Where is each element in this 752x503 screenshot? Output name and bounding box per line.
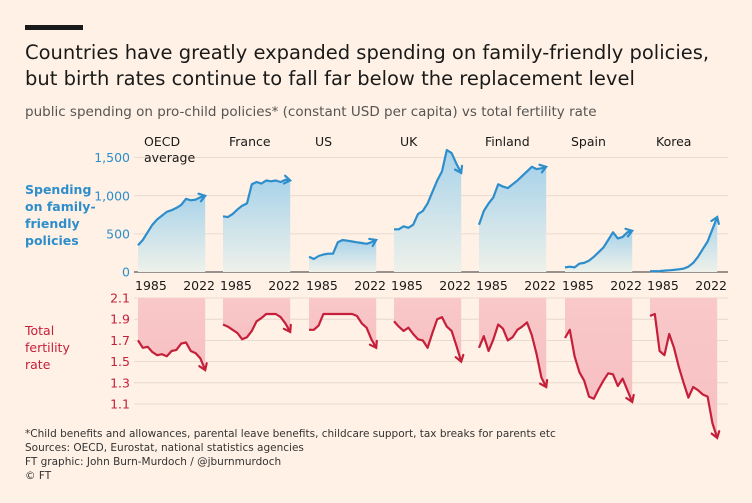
spending-line — [650, 216, 719, 273]
x-tick-label: 1985 — [135, 278, 167, 293]
x-tick-label: 1985 — [391, 278, 423, 293]
spending-area — [138, 195, 206, 272]
ft-accent-bar — [25, 25, 83, 30]
x-tick-label: 2022 — [354, 278, 386, 293]
footer-notes: *Child benefits and allowances, parental… — [25, 427, 556, 483]
fertility-row-label: Total fertility rate — [25, 322, 105, 373]
spending-area — [309, 240, 377, 272]
panel-title: Korea — [656, 134, 691, 149]
fertility-arrow — [539, 379, 549, 389]
fertility-area — [565, 298, 633, 402]
copyright: © FT — [25, 470, 52, 482]
spending-tick-label: 500 — [106, 226, 130, 241]
spending-area — [479, 166, 547, 272]
spending-line — [564, 229, 633, 269]
fertility-label-line: rate — [25, 357, 51, 372]
panel-title: Finland — [485, 134, 530, 149]
x-tick-label: 2022 — [439, 278, 471, 293]
x-tick-label: 2022 — [695, 278, 727, 293]
spending-label-line: friendly — [25, 216, 80, 231]
spending-arrow — [710, 215, 720, 225]
fertility-label-line: fertility — [25, 340, 70, 355]
fertility-line — [564, 328, 634, 403]
panel-title: US — [315, 134, 332, 149]
spending-tick-label: 1,500 — [94, 150, 130, 165]
spending-arrow — [197, 192, 208, 203]
spending-area — [223, 179, 291, 272]
chart-subtitle: public spending on pro-child policies* (… — [25, 104, 597, 120]
x-tick-label: 1985 — [562, 278, 594, 293]
panel-title: average — [144, 150, 195, 165]
chart-title: Countries have greatly expanded spending… — [25, 40, 735, 92]
fertility-arrow — [625, 393, 635, 404]
x-tick-label: 2022 — [524, 278, 556, 293]
x-tick-label: 1985 — [647, 278, 679, 293]
x-tick-label: 1985 — [220, 278, 252, 293]
fertility-arrow — [368, 339, 378, 350]
spending-label-line: policies — [25, 233, 79, 248]
footnote: *Child benefits and allowances, parental… — [25, 428, 556, 440]
spending-line — [477, 165, 547, 226]
sources: Sources: OECD, Eurostat, national statis… — [25, 442, 304, 454]
spending-arrow — [368, 237, 378, 248]
fertility-line — [393, 316, 463, 362]
fertility-arrow — [454, 353, 465, 364]
panel-title: UK — [400, 134, 418, 149]
fertility-area — [223, 298, 291, 340]
fertility-area — [650, 298, 718, 438]
fertility-line — [309, 312, 378, 349]
fertility-arrow — [198, 362, 208, 372]
fertility-tick-label: 2.1 — [110, 291, 130, 306]
spending-row-label: Spending on family- friendly policies — [25, 181, 105, 249]
fertility-arrow — [282, 323, 292, 334]
fertility-tick-label: 1.7 — [110, 333, 130, 348]
fertility-area — [138, 298, 206, 371]
fertility-area — [479, 298, 547, 387]
spending-tick-label: 1,000 — [94, 188, 130, 203]
title-line-1: Countries have greatly expanded spending… — [25, 41, 710, 64]
fertility-tick-label: 1.1 — [110, 397, 130, 412]
fertility-area — [309, 298, 377, 348]
spending-arrow — [538, 163, 549, 174]
title-line-2: but birth rates continue to fall far bel… — [25, 67, 635, 90]
fertility-area — [394, 298, 462, 362]
spending-arrow — [282, 174, 293, 185]
x-tick-label: 1985 — [476, 278, 508, 293]
fertility-line — [137, 339, 207, 371]
spending-area — [650, 217, 718, 272]
panel-title: Spain — [571, 134, 606, 149]
credit: FT graphic: John Burn-Murdoch / @jburnmu… — [25, 456, 282, 468]
spending-label-line: Spending — [25, 182, 92, 197]
spending-area — [565, 230, 633, 272]
fertility-arrow — [710, 430, 721, 440]
fertility-tick-label: 1.9 — [110, 312, 130, 327]
x-tick-label: 1985 — [306, 278, 338, 293]
spending-label-line: on family- — [25, 199, 96, 214]
spending-arrow — [453, 164, 464, 175]
fertility-label-line: Total — [25, 323, 55, 338]
fertility-line — [477, 321, 548, 388]
spending-line — [394, 148, 463, 231]
panel-title: France — [229, 134, 271, 149]
fertility-line — [222, 312, 292, 341]
x-tick-label: 2022 — [183, 278, 215, 293]
panel-title: OECD — [144, 134, 180, 149]
fertility-line — [649, 312, 719, 439]
x-tick-label: 2022 — [268, 278, 300, 293]
spending-line — [137, 194, 206, 247]
spending-tick-label: 0 — [122, 265, 130, 280]
spending-arrow — [624, 227, 635, 238]
fertility-tick-label: 1.3 — [110, 375, 130, 390]
spending-area — [394, 150, 462, 272]
spending-line — [222, 178, 291, 219]
fertility-tick-label: 1.5 — [110, 354, 130, 369]
x-tick-label: 2022 — [610, 278, 642, 293]
spending-line — [308, 238, 377, 261]
